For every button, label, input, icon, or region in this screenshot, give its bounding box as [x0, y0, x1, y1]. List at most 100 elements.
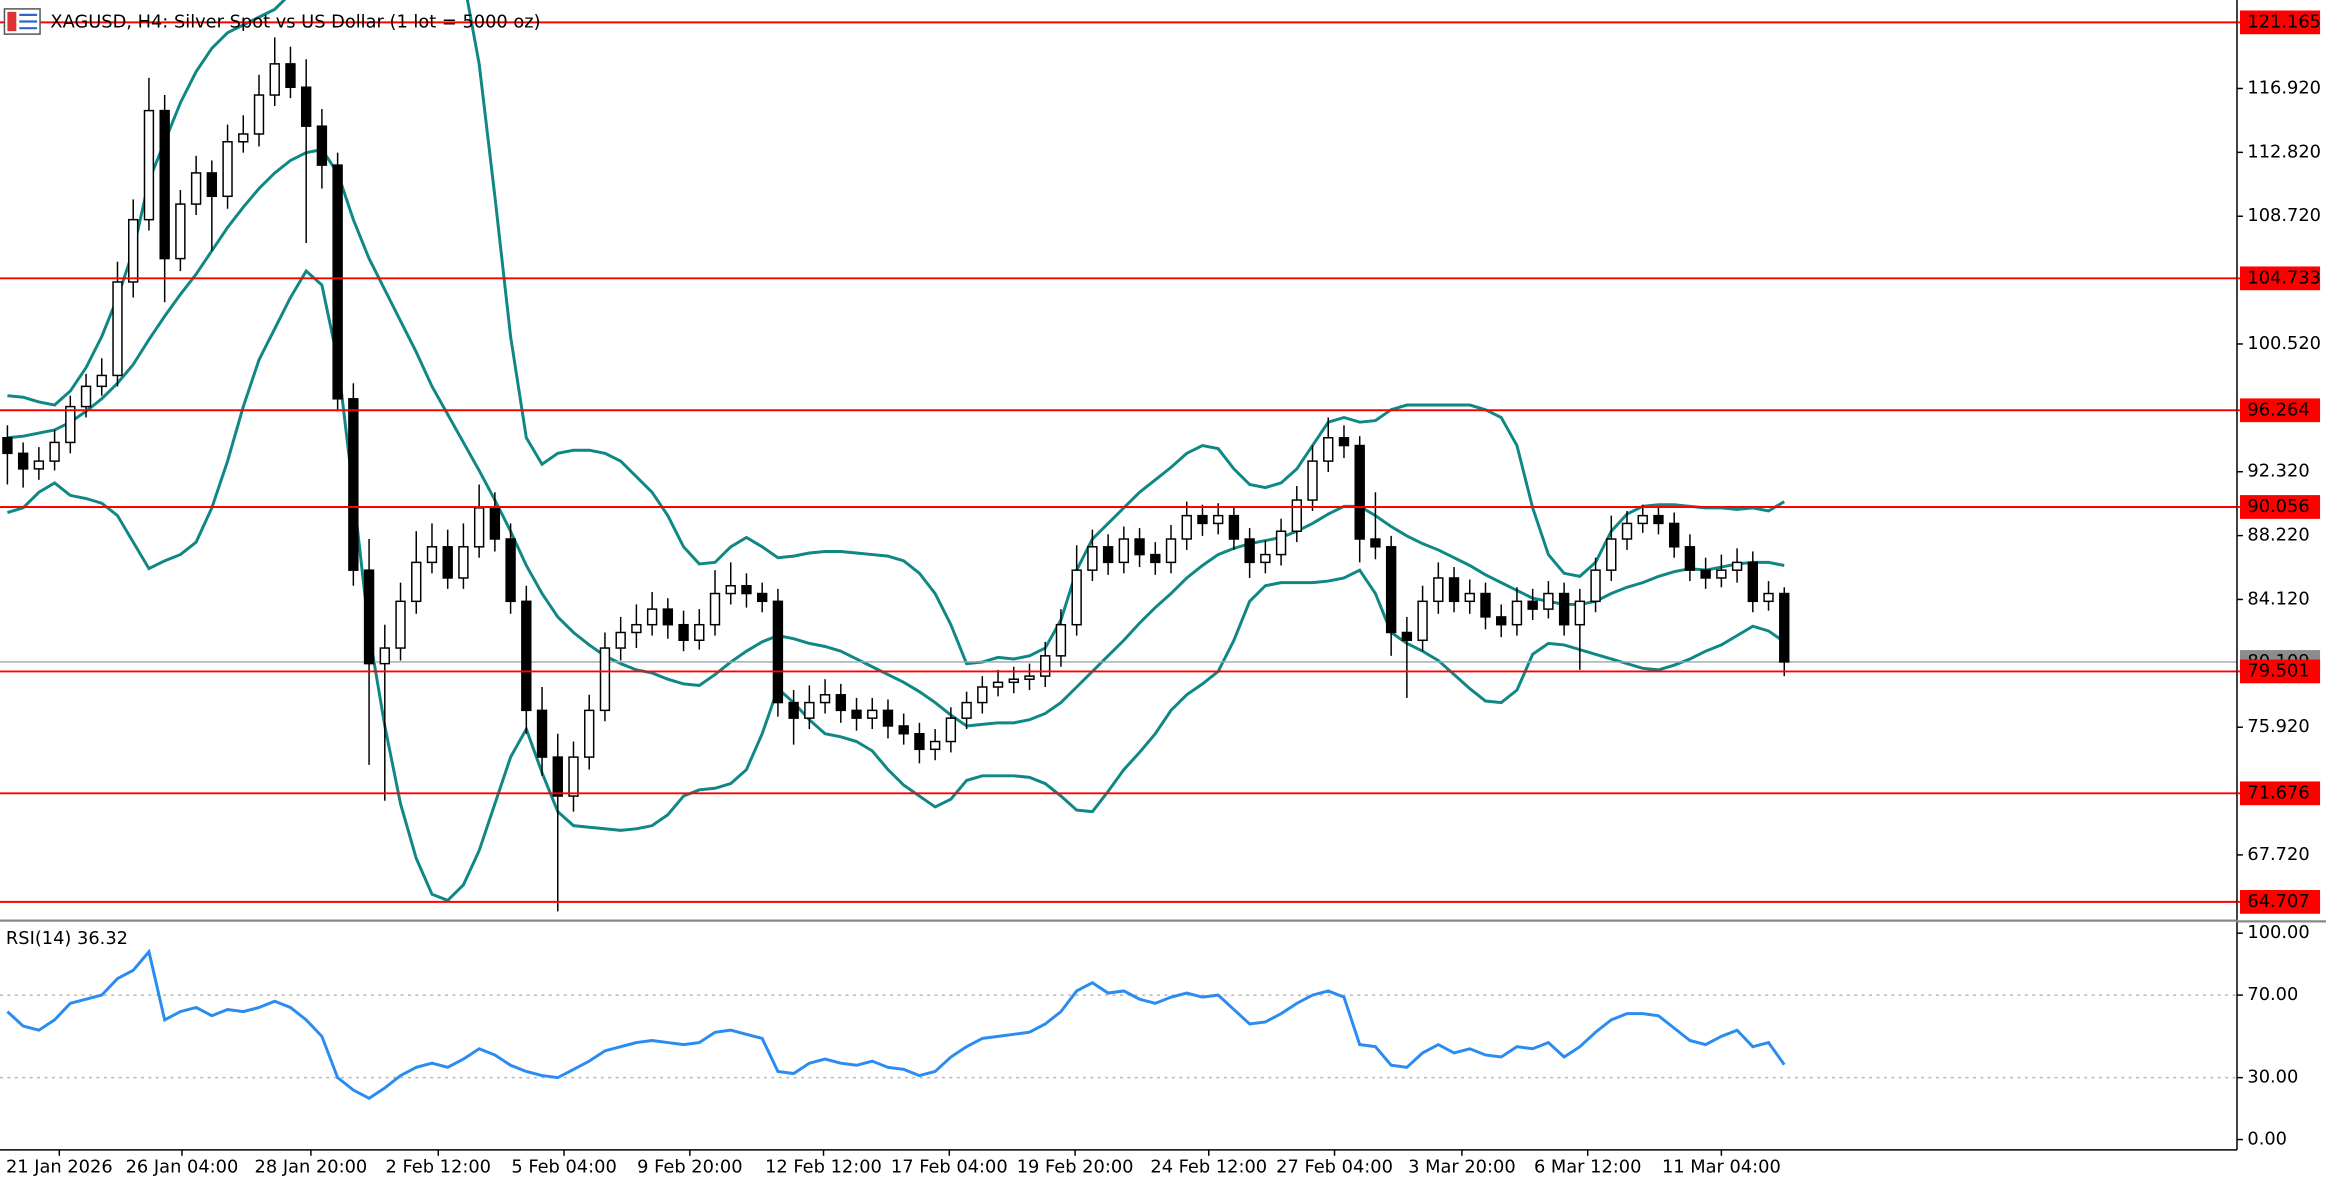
candle-body [1197, 514, 1208, 525]
candle-body [190, 172, 202, 205]
candle-body [1747, 561, 1758, 603]
level-label: 104.733 [2247, 267, 2321, 288]
candle-body [756, 592, 768, 603]
candle-body [238, 133, 249, 143]
candle-body [332, 164, 343, 400]
candle-body [1244, 538, 1255, 564]
candle-body [1590, 569, 1601, 603]
candle-body [615, 631, 626, 649]
candle-body [489, 507, 501, 540]
level-tag [2239, 10, 2321, 35]
y-tick-label: 112.820 [2247, 141, 2321, 162]
x-tick-label: 19 Feb 20:00 [1017, 1157, 1134, 1178]
x-tick-label: 28 Jan 20:00 [255, 1157, 368, 1178]
candle-body [1511, 600, 1523, 626]
candle-body [1731, 561, 1743, 571]
candle-body [1543, 592, 1554, 610]
candle-body [977, 686, 988, 704]
candle-body [819, 694, 831, 704]
candle-body [1071, 569, 1082, 626]
candle-body [552, 756, 563, 797]
x-tick-label: 6 Mar 12:00 [1534, 1157, 1642, 1178]
candle-body [1150, 553, 1161, 564]
x-tick-label: 3 Mar 20:00 [1408, 1157, 1516, 1178]
y-tick-label: 88.220 [2247, 525, 2309, 546]
candle-body [898, 725, 909, 735]
candle-body [458, 546, 469, 579]
candle-body [159, 109, 170, 260]
candle-body [1008, 678, 1019, 684]
candle-body [473, 507, 485, 548]
candle-body [206, 172, 218, 198]
candle-body [300, 86, 312, 127]
candle-body [1574, 600, 1586, 626]
rsi-pane [0, 948, 2237, 1101]
candle-body [678, 623, 689, 642]
candle-body [1181, 514, 1192, 540]
candle-body [1212, 514, 1224, 525]
candle-body [882, 709, 894, 727]
y-tick-label: 67.720 [2247, 844, 2309, 865]
candle-body [1700, 569, 1711, 579]
y-tick-label: 108.720 [2247, 205, 2321, 226]
candle-body [662, 608, 674, 626]
level-tag [2239, 495, 2321, 519]
candle-body [1653, 514, 1664, 525]
candle-body [1134, 538, 1145, 556]
candle-body [1024, 675, 1035, 680]
level-tag [2239, 659, 2321, 684]
x-tick-label: 17 Feb 04:00 [891, 1157, 1008, 1178]
level-tag [2239, 890, 2321, 914]
candle-body [112, 281, 123, 377]
candle-body [568, 756, 579, 797]
candle-body [1668, 522, 1680, 548]
symbol-icon-part [7, 11, 17, 32]
candle-body [1102, 546, 1114, 564]
candle-body [1275, 530, 1287, 556]
candle-body [442, 546, 453, 579]
y-tick-label: 100.520 [2247, 333, 2321, 354]
y-tick-label: 92.320 [2247, 461, 2309, 482]
level-label: 71.676 [2247, 782, 2309, 803]
x-tick-label: 9 Feb 20:00 [637, 1157, 742, 1178]
candle-body [316, 125, 328, 166]
candle-body [1558, 592, 1570, 626]
chart-title: XAGUSD, H4: Silver Spot vs US Dollar (1 … [50, 11, 540, 32]
candle-body [851, 709, 862, 719]
candle-body [80, 385, 92, 408]
y-tick-label: 70.00 [2247, 984, 2298, 1005]
candle-body [65, 405, 76, 444]
candle-body [222, 141, 233, 198]
candle-body [521, 600, 532, 712]
candle-body [505, 538, 516, 603]
candle-body [741, 585, 752, 595]
candle-body [1291, 499, 1302, 532]
candle-body [379, 647, 390, 665]
candle-body [1606, 538, 1617, 571]
candle-body [1401, 631, 1413, 642]
candle-body [175, 203, 186, 260]
candle-body [646, 608, 658, 626]
candle-body [835, 694, 846, 712]
candle-body [143, 109, 155, 221]
candle-body [631, 623, 642, 634]
candle-body [1338, 437, 1350, 447]
candle-body [772, 600, 784, 704]
candle-body [1684, 546, 1696, 571]
candle-body [411, 561, 422, 603]
rsi-line [6, 948, 1786, 1101]
candle-body [33, 460, 45, 470]
candle-body [945, 717, 957, 743]
candle-body [709, 592, 721, 626]
x-tick-label: 27 Feb 04:00 [1276, 1157, 1393, 1178]
price-pane [0, 0, 2237, 912]
candle-body [1040, 655, 1051, 677]
level-tag [2239, 398, 2321, 423]
candle-body [804, 701, 815, 719]
candle-body [1307, 460, 1318, 501]
y-tick-label: 116.920 [2247, 77, 2321, 98]
candle-body [1527, 600, 1538, 610]
